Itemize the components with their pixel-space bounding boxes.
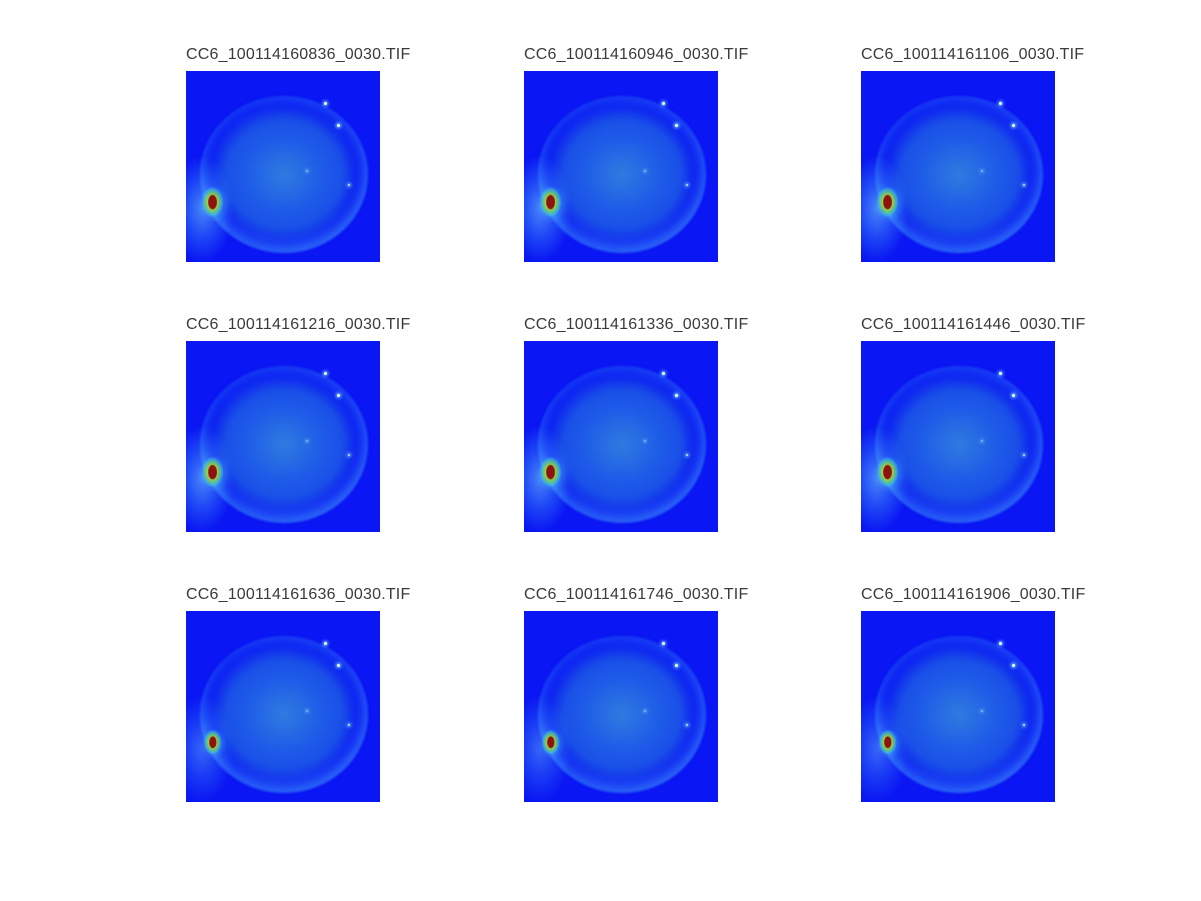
subplot-2: CC6_100114160946_0030.TIF xyxy=(524,45,749,262)
subplot-title: CC6_100114161746_0030.TIF xyxy=(524,586,749,603)
subplot-1: CC6_100114160836_0030.TIF xyxy=(186,45,411,262)
burn-hotspot xyxy=(196,451,232,495)
subplot-9: CC6_100114161906_0030.TIF xyxy=(861,585,1086,802)
bright-speck xyxy=(306,710,308,712)
burn-hotspot xyxy=(199,724,229,762)
bright-speck xyxy=(999,102,1002,105)
subplot-3: CC6_100114161106_0030.TIF xyxy=(861,45,1085,262)
subplot-5: CC6_100114161336_0030.TIF xyxy=(524,315,749,532)
tif-image-frame xyxy=(861,611,1055,802)
bright-speck xyxy=(675,664,678,667)
bright-speck xyxy=(348,184,350,186)
burn-hotspot xyxy=(196,181,232,225)
bright-speck xyxy=(686,184,688,186)
bright-speck xyxy=(675,124,678,127)
bright-speck xyxy=(1012,124,1015,127)
bright-speck xyxy=(337,664,340,667)
bright-speck xyxy=(644,440,646,442)
burn-hotspot xyxy=(534,451,570,495)
bright-speck xyxy=(999,642,1002,645)
tif-image-frame xyxy=(861,341,1055,532)
droplet-disc xyxy=(200,636,368,793)
bright-speck xyxy=(662,642,665,645)
bright-speck xyxy=(1023,724,1025,726)
bright-speck xyxy=(337,124,340,127)
bright-speck xyxy=(337,394,340,397)
tif-image-frame xyxy=(861,71,1055,262)
bright-speck xyxy=(981,440,983,442)
bright-speck xyxy=(348,724,350,726)
bright-speck xyxy=(644,170,646,172)
subplot-8: CC6_100114161746_0030.TIF xyxy=(524,585,749,802)
bright-speck xyxy=(324,642,327,645)
bright-speck xyxy=(348,454,350,456)
bright-speck xyxy=(662,372,665,375)
burn-hotspot xyxy=(537,724,567,762)
subplot-title: CC6_100114160836_0030.TIF xyxy=(186,46,411,63)
bright-speck xyxy=(675,394,678,397)
bright-speck xyxy=(306,440,308,442)
subplot-6: CC6_100114161446_0030.TIF xyxy=(861,315,1086,532)
bright-speck xyxy=(1023,454,1025,456)
bright-speck xyxy=(981,710,983,712)
bright-speck xyxy=(1012,394,1015,397)
bright-speck xyxy=(981,170,983,172)
bright-speck xyxy=(1023,184,1025,186)
tif-image-frame xyxy=(186,611,380,802)
bright-speck xyxy=(306,170,308,172)
droplet-disc xyxy=(875,636,1043,793)
subplot-title: CC6_100114161446_0030.TIF xyxy=(861,316,1086,333)
bright-speck xyxy=(662,102,665,105)
bright-speck xyxy=(644,710,646,712)
tif-image-frame xyxy=(524,341,718,532)
bright-speck xyxy=(686,724,688,726)
bright-speck xyxy=(324,102,327,105)
subplot-title: CC6_100114161336_0030.TIF xyxy=(524,316,749,333)
subplot-title: CC6_100114161216_0030.TIF xyxy=(186,316,411,333)
subplot-title: CC6_100114161636_0030.TIF xyxy=(186,586,411,603)
tif-image-frame xyxy=(186,341,380,532)
bright-speck xyxy=(324,372,327,375)
burn-hotspot xyxy=(871,181,907,225)
subplot-7: CC6_100114161636_0030.TIF xyxy=(186,585,411,802)
subplot-4: CC6_100114161216_0030.TIF xyxy=(186,315,411,532)
subplot-title: CC6_100114161106_0030.TIF xyxy=(861,46,1085,63)
subplot-title: CC6_100114160946_0030.TIF xyxy=(524,46,749,63)
tif-image-frame xyxy=(524,71,718,262)
burn-hotspot xyxy=(874,724,904,762)
bright-speck xyxy=(999,372,1002,375)
burn-hotspot xyxy=(871,451,907,495)
tif-image-frame xyxy=(524,611,718,802)
burn-hotspot xyxy=(534,181,570,225)
bright-speck xyxy=(1012,664,1015,667)
tif-image-frame xyxy=(186,71,380,262)
subplot-title: CC6_100114161906_0030.TIF xyxy=(861,586,1086,603)
bright-speck xyxy=(686,454,688,456)
droplet-disc xyxy=(538,636,706,793)
